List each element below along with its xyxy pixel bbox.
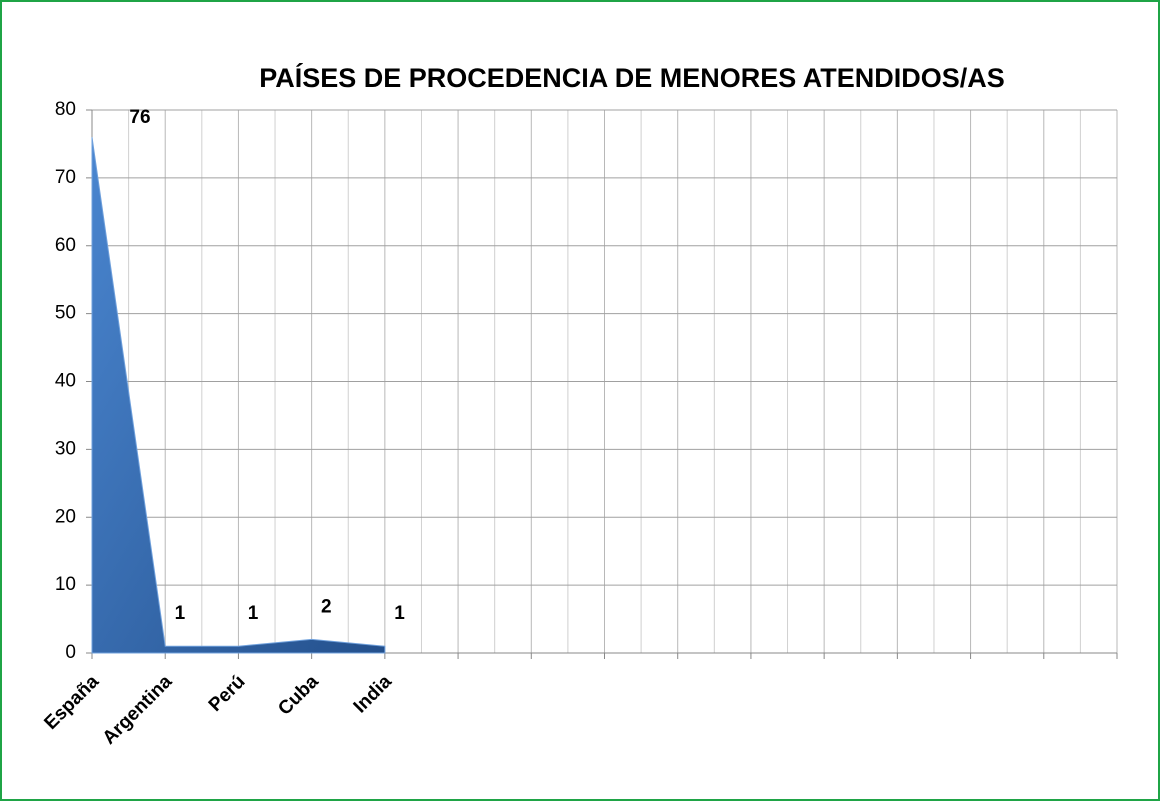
y-tick-label: 80 [55, 99, 76, 120]
data-label: 2 [321, 596, 332, 617]
y-tick-label: 50 [55, 303, 76, 324]
chart-title: PAÍSES DE PROCEDENCIA DE MENORES ATENDID… [259, 62, 1005, 93]
data-label: 1 [394, 603, 405, 624]
data-label: 1 [248, 603, 259, 624]
y-tick-label: 30 [55, 438, 76, 459]
y-tick-label: 70 [55, 167, 76, 188]
data-label: 1 [175, 603, 186, 624]
y-tick-label: 60 [55, 235, 76, 256]
y-tick-label: 0 [65, 642, 76, 663]
data-label: 76 [129, 107, 150, 128]
y-tick-label: 40 [55, 371, 76, 392]
y-tick-label: 10 [55, 574, 76, 595]
area [91, 137, 386, 654]
y-tick-label: 20 [55, 506, 76, 527]
